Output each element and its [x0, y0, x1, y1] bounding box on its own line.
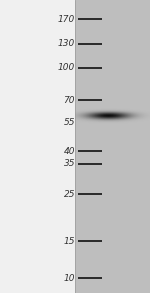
Text: 55: 55 — [63, 118, 75, 127]
Text: 25: 25 — [63, 190, 75, 199]
Text: 15: 15 — [63, 237, 75, 246]
Text: 35: 35 — [63, 159, 75, 168]
Text: 70: 70 — [63, 96, 75, 105]
Text: 130: 130 — [58, 39, 75, 48]
FancyBboxPatch shape — [75, 0, 150, 293]
Text: 170: 170 — [58, 15, 75, 24]
Text: 100: 100 — [58, 63, 75, 72]
Text: 40: 40 — [63, 147, 75, 156]
Text: 10: 10 — [63, 274, 75, 283]
